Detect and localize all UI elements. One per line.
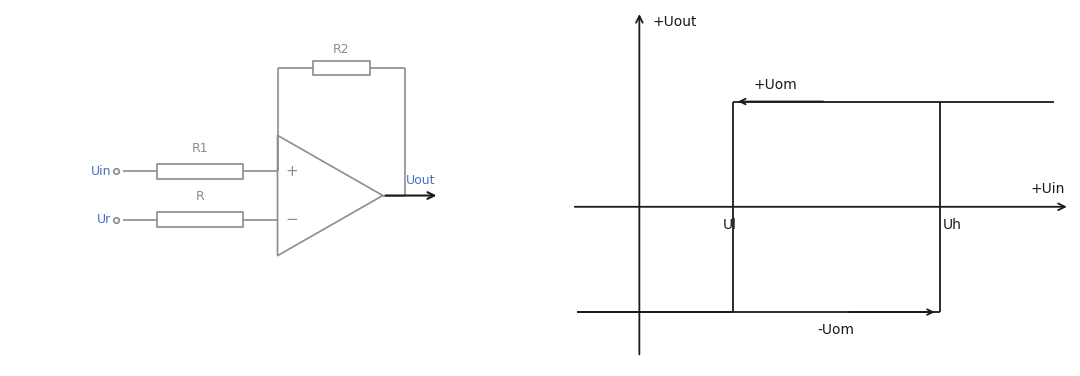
Text: R1: R1 xyxy=(192,141,208,155)
Text: R: R xyxy=(195,190,204,203)
Text: +Uin: +Uin xyxy=(1030,182,1065,196)
Text: +Uom: +Uom xyxy=(754,78,797,92)
Bar xyxy=(158,164,243,179)
Text: -Uom: -Uom xyxy=(818,323,855,337)
Text: R2: R2 xyxy=(333,42,350,56)
Text: +: + xyxy=(286,164,298,179)
Text: Uin: Uin xyxy=(91,165,111,178)
Text: Uh: Uh xyxy=(943,218,961,232)
Text: +Uout: +Uout xyxy=(652,15,697,29)
Text: −: − xyxy=(286,212,298,227)
Bar xyxy=(313,61,370,75)
Text: Ur: Ur xyxy=(97,213,111,226)
Text: Uout: Uout xyxy=(406,174,435,187)
Bar xyxy=(158,212,243,227)
Text: Ul: Ul xyxy=(724,218,737,232)
